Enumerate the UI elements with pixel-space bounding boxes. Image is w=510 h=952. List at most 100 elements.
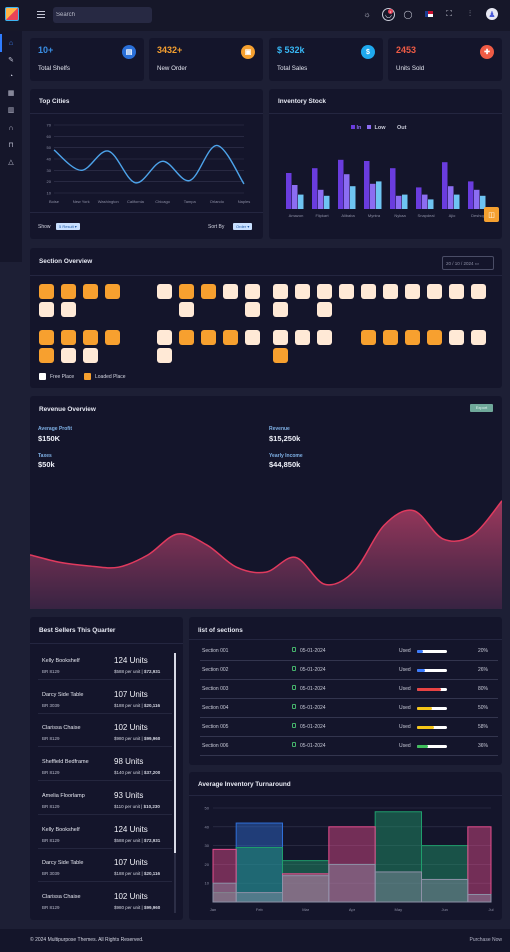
free-slot[interactable] [61,302,76,317]
loaded-slot[interactable] [105,330,120,345]
free-slot[interactable] [295,284,310,299]
free-slot[interactable] [157,284,172,299]
section-row[interactable]: Section 005 05-01-2024 Used 58% [200,718,498,737]
free-slot[interactable] [449,330,464,345]
app-logo[interactable] [5,7,19,21]
calendar-icon[interactable]: ▥ [7,107,15,114]
alert-icon[interactable]: △ [8,159,14,166]
sort-select[interactable]: Order ▾ [233,223,253,230]
free-slot[interactable] [317,302,332,317]
x-tick-label: Jun [441,907,447,912]
free-slot[interactable] [317,330,332,345]
free-slot[interactable] [273,284,288,299]
edit-icon[interactable]: ✎ [8,57,14,64]
dollar-icon: $ [361,45,375,59]
purchase-link[interactable]: Purchase Now [469,937,502,943]
loaded-slot[interactable] [427,330,442,345]
section-row[interactable]: Section 002 05-01-2024 Used 26% [200,661,498,680]
divider [30,643,183,644]
date-value: 20 / 10 / 2024 [446,261,474,266]
revenue-overview-card: Revenue Overview Export Average Profit $… [30,396,502,609]
seller-item: Kelly Bookshelf BR 8129 124 Units $588 per … [38,653,172,682]
free-slot[interactable] [61,348,76,363]
grid-icon[interactable]: ▦ [7,90,15,97]
fullscreen-icon[interactable]: ⛶ [446,9,452,18]
avatar[interactable]: ♟ [486,8,498,20]
lock-icon[interactable]: ⊓ [8,142,14,149]
y-tick-label: 20 [47,179,52,184]
loaded-slot[interactable] [405,330,420,345]
legend-in: In [356,125,362,131]
free-slot[interactable] [405,284,420,299]
loaded-slot[interactable] [179,330,194,345]
sun-icon[interactable]: ☼ [363,9,371,19]
section-row[interactable]: Section 001 05-01-2024 Used 20% [200,642,498,661]
free-slot[interactable] [471,330,486,345]
free-slot[interactable] [273,330,288,345]
free-slot[interactable] [245,330,260,345]
loaded-slot[interactable] [273,348,288,363]
home-icon[interactable]: ⌂ [8,39,14,47]
free-slot[interactable] [383,284,398,299]
free-slot[interactable] [223,284,238,299]
support-icon[interactable]: ◡ [382,8,395,21]
x-tick-label: Mar [302,907,310,912]
scrollbar-thumb[interactable] [174,653,176,853]
loaded-slot[interactable] [61,284,76,299]
loaded-slot[interactable] [39,284,54,299]
calendar-icon [292,647,296,652]
loaded-slot[interactable] [39,348,54,363]
free-slot[interactable] [339,284,354,299]
loaded-slot[interactable] [361,330,376,345]
section-row[interactable]: Section 006 05-01-2024 Used 36% [200,737,498,756]
divider [38,780,172,782]
search-input[interactable] [53,7,152,23]
settings-icon[interactable]: ⫶ [469,9,471,18]
section-name: Section 002 [202,667,229,673]
revenue-line [30,500,502,586]
date-picker[interactable]: 20 / 10 / 2024 ▭ [442,256,494,270]
headset-icon[interactable]: ∩ [8,124,14,132]
bar-low [318,189,324,209]
free-slot[interactable] [157,330,172,345]
loaded-slot[interactable] [105,284,120,299]
x-tick-label: Ajio [449,213,456,218]
free-slot[interactable] [245,302,260,317]
free-slot[interactable] [361,284,376,299]
flag-icon[interactable] [424,9,434,19]
pie-chart-icon[interactable]: ◔ [8,72,14,80]
product-units: 107 Units [114,689,148,699]
free-slot[interactable] [427,284,442,299]
loaded-slot[interactable] [201,330,216,345]
free-slot[interactable] [179,302,194,317]
loaded-slot[interactable] [383,330,398,345]
divider [30,212,263,213]
free-slot[interactable] [39,302,54,317]
section-overview-card: Section Overview 20 / 10 / 2024 ▭ Free P… [30,248,502,388]
loaded-slot[interactable] [61,330,76,345]
product-sku: BR 3039 [42,702,60,708]
show-select[interactable]: 5 Result ▾ [56,223,80,230]
loaded-slot[interactable] [83,284,98,299]
export-button[interactable]: Export [470,404,493,412]
used-label: Used [399,743,411,749]
section-row[interactable]: Section 004 05-01-2024 Used 50% [200,699,498,718]
loaded-slot[interactable] [39,330,54,345]
free-slot[interactable] [273,302,288,317]
chat-icon[interactable]: ◯ [403,9,413,19]
free-slot[interactable] [295,330,310,345]
loaded-slot[interactable] [83,330,98,345]
loaded-slot[interactable] [179,284,194,299]
free-slot[interactable] [317,284,332,299]
free-slot[interactable] [83,348,98,363]
customize-icon[interactable]: ◫ [484,207,499,222]
free-slot[interactable] [449,284,464,299]
free-slot[interactable] [245,284,260,299]
free-slot[interactable] [157,348,172,363]
section-row[interactable]: Section 003 05-01-2024 Used 80% [200,680,498,699]
bar-out [324,195,330,209]
loaded-slot[interactable] [201,284,216,299]
menu-icon[interactable] [37,11,45,18]
loaded-slot[interactable] [223,330,238,345]
free-slot[interactable] [471,284,486,299]
